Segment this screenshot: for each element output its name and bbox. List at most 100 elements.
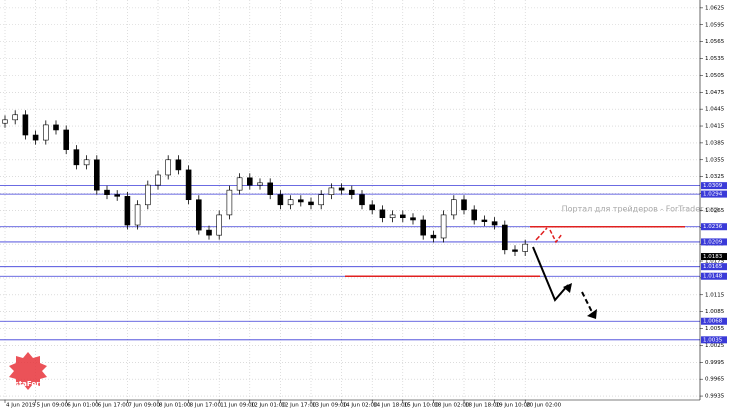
candle-body (512, 249, 518, 252)
x-tick-label: 14 Jun 18:00 (373, 403, 408, 409)
level-label: 1.0148 (703, 274, 723, 280)
candle-body (257, 182, 263, 186)
candle-body (124, 196, 131, 226)
candle-body (206, 229, 212, 236)
arrow-head (587, 309, 597, 319)
y-tick-label: 1.0175 (705, 259, 725, 265)
x-tick-label: 12 Jun 01:00 (251, 403, 286, 409)
candle-body (114, 194, 120, 197)
y-tick-label: 0.9965 (705, 377, 725, 383)
x-tick-label: 19 Jun 10:00 (496, 403, 531, 409)
candle-body (185, 169, 192, 201)
y-tick-label: 1.0595 (705, 22, 725, 28)
candle-body (440, 214, 447, 239)
candle-body (196, 199, 202, 231)
candle-body (348, 189, 355, 195)
y-tick-label: 1.0325 (705, 174, 725, 180)
level-label-bg (701, 238, 727, 246)
level-label-bg (701, 182, 727, 190)
y-tick-label: 1.0625 (705, 5, 725, 11)
candle-body (318, 194, 325, 206)
x-tick-label: 20 Jun 02:00 (526, 403, 561, 409)
candle-body (328, 187, 335, 195)
x-tick-label: 13 Jun 09:00 (312, 403, 347, 409)
candle-body (297, 199, 304, 203)
candle-body (420, 219, 427, 236)
level-label-bg (701, 317, 727, 325)
arrow-head (563, 283, 572, 293)
candle-body (461, 199, 467, 211)
level-label-bg (701, 223, 727, 231)
candle-body (501, 224, 508, 251)
x-tick-label: 6 Jun 01:00 (67, 403, 99, 409)
level-label: 1.0035 (703, 337, 723, 343)
candle-body (399, 214, 406, 219)
candle-body (83, 159, 90, 166)
candle-body (175, 159, 182, 171)
candle-body (236, 177, 243, 191)
y-tick-label: 1.0025 (705, 343, 725, 349)
x-tick-label: 14 Jun 02:00 (343, 403, 378, 409)
candle-body (450, 199, 457, 216)
y-tick-label: 1.0265 (705, 208, 725, 214)
candle-body (287, 199, 294, 206)
candle-body (277, 194, 284, 206)
x-tick-label: 15 Jun 10:00 (404, 403, 439, 409)
candle-body (22, 114, 29, 136)
x-tick-label: 8 Jun 17:00 (190, 403, 222, 409)
x-tick-label: 11 Jun 09:00 (220, 403, 255, 409)
x-tick-label: 4 Jun 2019 (6, 403, 36, 409)
y-tick-label: 1.0445 (705, 107, 725, 113)
candle-body (42, 124, 49, 141)
candle-body (104, 189, 110, 195)
x-tick-label: 18 Jun 18:00 (465, 403, 500, 409)
alt-arrow (549, 229, 563, 244)
candle-body (522, 243, 529, 252)
candle-body (94, 159, 100, 191)
y-tick-label: 1.0085 (705, 309, 725, 315)
candle-body (165, 159, 171, 176)
candle-body (338, 187, 345, 191)
candle-body (134, 204, 141, 226)
candle-body (410, 217, 416, 221)
candle-body (73, 149, 80, 166)
x-tick-label: 12 Jun 17:00 (281, 403, 316, 409)
candle-body (369, 204, 376, 211)
y-tick-label: 0.9995 (705, 360, 725, 366)
current-price-bg (701, 253, 727, 261)
forecast-arrow-dashed (581, 291, 595, 317)
watermark: Портал для трейдеров - ForTrader.org (562, 205, 719, 214)
level-label-bg (701, 190, 727, 198)
level-label-bg (701, 272, 727, 280)
y-tick-label: 1.0055 (705, 326, 725, 332)
level-label: 1.0068 (703, 319, 723, 325)
candle-body (359, 194, 365, 206)
candle-body (267, 182, 274, 195)
candle-body (226, 189, 233, 216)
y-tick-label: 1.0475 (705, 90, 725, 96)
x-tick-label: 8 Jun 01:00 (159, 403, 191, 409)
candle-body (430, 234, 437, 239)
candle-body (308, 201, 314, 206)
y-tick-label: 1.0505 (705, 73, 725, 79)
y-tick-label: 1.0355 (705, 157, 725, 163)
y-tick-label: 1.0565 (705, 39, 725, 45)
y-tick-label: 1.0115 (705, 292, 725, 298)
level-label: 1.0236 (703, 224, 723, 230)
candle-body (63, 129, 70, 150)
level-label: 1.0165 (703, 264, 723, 270)
logo: InstaForex (7, 352, 49, 390)
candle-body (379, 209, 386, 219)
y-tick-label: 1.0415 (705, 124, 725, 130)
candle-body (216, 214, 222, 236)
candle-body (471, 209, 478, 221)
level-label-bg (701, 263, 727, 271)
candle-body (32, 134, 39, 141)
x-tick-label: 18 Jun 02:00 (434, 403, 469, 409)
candle-body (2, 119, 8, 124)
candle-body (53, 124, 59, 131)
current-price-label: 1.0183 (703, 254, 723, 260)
level-label: 1.0209 (703, 239, 723, 245)
